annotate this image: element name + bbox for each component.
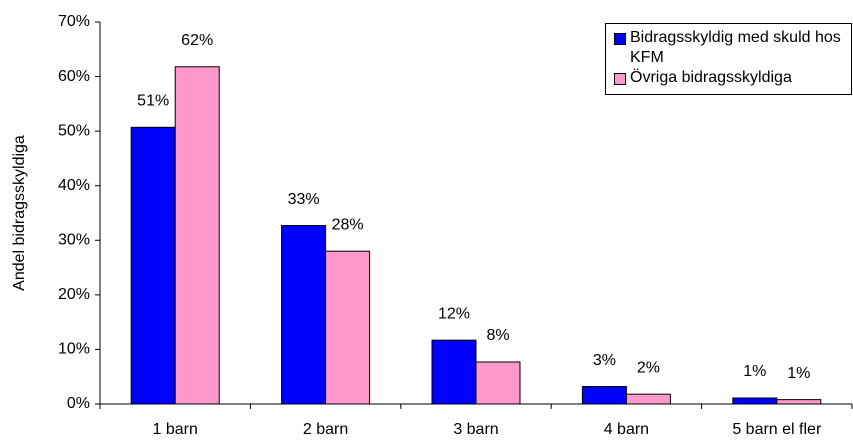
bar — [325, 250, 371, 405]
value-label: 62% — [181, 32, 213, 49]
bar — [475, 361, 521, 405]
legend: Bidragsskyldig med skuld hos KFM Övriga b… — [605, 23, 852, 95]
x-tick-label: 4 barn — [604, 421, 649, 438]
legend-swatch — [614, 73, 626, 85]
y-tick-label: 30% — [58, 232, 90, 249]
legend-label: Bidragsskyldig med skuld hos KFM — [630, 29, 841, 66]
bar — [625, 393, 671, 405]
x-tick-label: 2 barn — [303, 421, 348, 438]
bar — [174, 66, 220, 405]
y-tick-label: 10% — [58, 341, 90, 358]
y-tick-label: 40% — [58, 177, 90, 194]
value-label: 51% — [137, 93, 169, 110]
y-tick-label: 60% — [58, 68, 90, 85]
y-tick-label: 0% — [67, 395, 90, 412]
bar — [581, 386, 627, 405]
value-label: 8% — [486, 327, 509, 344]
legend-swatch — [614, 33, 626, 45]
x-tick-label: 1 barn — [153, 421, 198, 438]
legend-label: Övriga bidragsskyldiga — [630, 69, 792, 86]
bar — [776, 399, 822, 405]
value-label: 12% — [438, 305, 470, 322]
legend-item: Bidragsskyldig med skuld hos KFM — [614, 28, 849, 68]
y-tick-label: 50% — [58, 122, 90, 139]
value-label: 33% — [288, 191, 320, 208]
value-label: 28% — [332, 216, 364, 233]
legend-item: Övriga bidragsskyldiga — [614, 68, 849, 88]
y-tick-label: 20% — [58, 286, 90, 303]
y-axis-title: Andel bidragsskyldiga — [11, 135, 28, 291]
x-tick-label: 3 barn — [453, 421, 498, 438]
bar — [281, 225, 327, 405]
bar — [732, 397, 778, 405]
value-label: 3% — [593, 352, 616, 369]
x-tick-label: 5 barn el fler — [732, 421, 822, 438]
bar — [431, 339, 477, 405]
value-label: 1% — [743, 363, 766, 380]
y-tick-label: 70% — [58, 13, 90, 30]
value-label: 2% — [637, 359, 660, 376]
value-label: 1% — [787, 365, 810, 382]
bar — [130, 126, 176, 405]
